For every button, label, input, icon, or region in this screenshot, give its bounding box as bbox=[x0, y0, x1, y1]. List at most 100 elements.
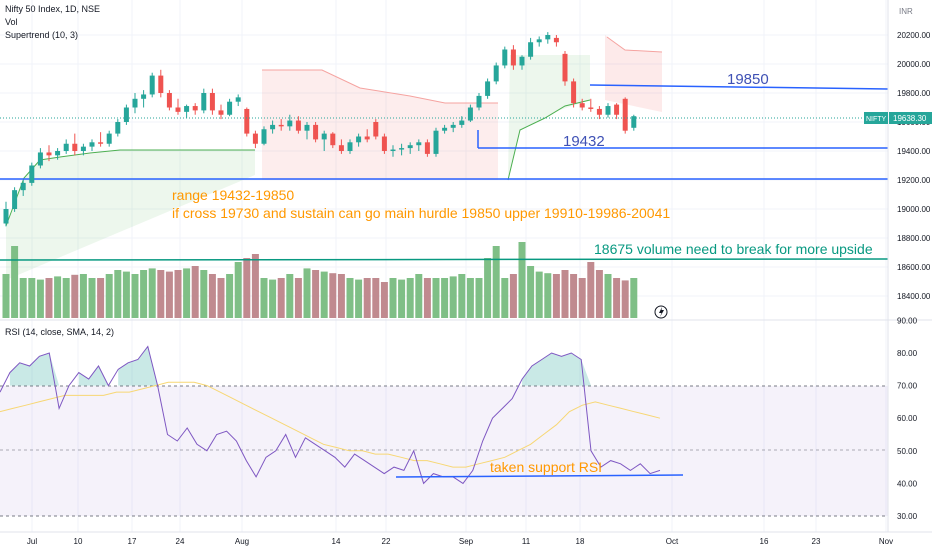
candle-body bbox=[536, 39, 542, 43]
volume-bar bbox=[415, 274, 423, 318]
candle-body bbox=[442, 127, 448, 131]
supertrend-lines bbox=[5, 36, 663, 227]
volume-bar bbox=[54, 276, 62, 318]
candle-body bbox=[295, 120, 301, 131]
candle-body bbox=[390, 149, 396, 151]
supertrend-up-fill bbox=[6, 150, 255, 280]
volume-bar bbox=[561, 270, 569, 318]
price-tick-label: 19800.00 bbox=[897, 89, 931, 98]
price-tick-label: 18600.00 bbox=[897, 263, 931, 272]
candle-body bbox=[132, 98, 138, 108]
candle-body bbox=[235, 97, 241, 102]
volume-bar bbox=[312, 270, 320, 318]
annotation-19850[interactable]: 19850 bbox=[727, 71, 769, 88]
volume-bar bbox=[346, 278, 354, 318]
annotation-volume[interactable]: 18675 volume need to break for more upsi… bbox=[594, 241, 873, 257]
supertrend-up-line bbox=[5, 149, 255, 227]
volume-bar bbox=[36, 279, 44, 318]
candle-body bbox=[459, 120, 465, 125]
volume-bar bbox=[595, 270, 603, 318]
volume-bars bbox=[2, 242, 638, 318]
volume-bar bbox=[484, 258, 492, 318]
candle-body bbox=[631, 116, 637, 128]
price-tick-label: 19000.00 bbox=[897, 205, 931, 214]
volume-bar bbox=[389, 278, 397, 318]
candle-body bbox=[201, 93, 207, 111]
time-axis[interactable]: Jul 10 17 24 Aug 14 22 Sep 11 18 Oct 16 23 Nov bbox=[27, 537, 893, 546]
candle-body bbox=[596, 108, 602, 115]
header-rsi[interactable]: RSI (14, close, SMA, 14, 2) bbox=[5, 327, 115, 337]
price-tag-value: 19638.30 bbox=[893, 114, 927, 123]
candle-body bbox=[424, 142, 430, 154]
candle-body bbox=[37, 152, 43, 166]
volume-bar bbox=[234, 262, 242, 318]
candle-body bbox=[175, 107, 181, 112]
volume-bar bbox=[604, 274, 612, 318]
volume-bar bbox=[570, 274, 578, 318]
volume-bar bbox=[329, 273, 337, 318]
rsi-tick-label: 30.00 bbox=[897, 512, 918, 521]
annotation-rsi-support[interactable]: taken support RSI bbox=[490, 459, 602, 475]
volume-bar bbox=[174, 270, 182, 318]
volume-bar bbox=[449, 276, 457, 318]
annotation-hurdle[interactable]: if cross 19730 and sustain can go main h… bbox=[172, 205, 670, 221]
volume-bar bbox=[200, 270, 208, 318]
time-tick-label: Aug bbox=[235, 537, 249, 546]
candle-body bbox=[562, 53, 568, 82]
candle-body bbox=[123, 107, 129, 122]
grid bbox=[0, 0, 888, 532]
time-tick-label: Sep bbox=[459, 537, 474, 546]
candle-body bbox=[63, 143, 69, 151]
rsi-tick-label: 50.00 bbox=[897, 447, 918, 456]
volume-bar bbox=[131, 274, 139, 318]
rsi-pane[interactable] bbox=[0, 345, 888, 517]
header-symbol[interactable]: Nifty 50 Index, 1D, NSE bbox=[5, 4, 101, 14]
volume-bar bbox=[62, 278, 70, 318]
volume-bar bbox=[527, 266, 535, 318]
rsi-band bbox=[0, 386, 888, 516]
volume-bar bbox=[217, 278, 225, 318]
candle-body bbox=[192, 106, 198, 111]
annotation-range[interactable]: range 19432-19850 bbox=[172, 187, 294, 203]
price-axis[interactable]: 20200.0020000.0019800.0019600.0019400.00… bbox=[897, 31, 931, 301]
candle-body bbox=[381, 136, 387, 151]
volume-bar bbox=[509, 274, 517, 318]
candle-body bbox=[304, 124, 310, 131]
time-tick-label: 11 bbox=[522, 537, 531, 546]
volume-bar bbox=[79, 274, 87, 318]
header-supertrend[interactable]: Supertrend (10, 3) bbox=[5, 30, 79, 40]
candle-body bbox=[72, 143, 78, 151]
candle-body bbox=[227, 101, 233, 115]
volume-bar bbox=[97, 278, 105, 318]
price-pane[interactable] bbox=[0, 32, 889, 318]
header-vol[interactable]: Vol bbox=[5, 17, 18, 27]
price-tick-label: 19400.00 bbox=[897, 147, 931, 156]
annotation-19432[interactable]: 19432 bbox=[563, 133, 605, 150]
volume-bar bbox=[251, 254, 259, 318]
volume-bar bbox=[475, 278, 483, 318]
volume-bar bbox=[157, 270, 165, 318]
volume-bar bbox=[630, 278, 638, 318]
price-tick-label: 18800.00 bbox=[897, 234, 931, 243]
volume-bar bbox=[621, 280, 629, 318]
candle-body bbox=[149, 75, 155, 95]
time-tick-label: 23 bbox=[812, 537, 821, 546]
volume-bar bbox=[140, 270, 148, 318]
volume-bar bbox=[355, 279, 363, 318]
candle-body bbox=[519, 56, 525, 66]
rsi-axis[interactable]: 90.00 80.00 70.00 60.00 50.00 40.00 30.00 bbox=[897, 316, 918, 521]
lightning-glyph bbox=[659, 307, 664, 317]
currency-label: INR bbox=[899, 7, 913, 16]
volume-bar bbox=[320, 271, 328, 318]
time-tick-label: Jul bbox=[27, 537, 37, 546]
candle-body bbox=[450, 124, 456, 128]
candle-body bbox=[313, 124, 319, 140]
time-tick-label: 24 bbox=[176, 537, 185, 546]
volume-bar bbox=[578, 278, 586, 318]
candle-body bbox=[407, 145, 413, 149]
supertrend-down-line bbox=[262, 69, 498, 104]
volume-bar bbox=[535, 271, 543, 318]
volume-bar bbox=[363, 278, 371, 318]
time-tick-label: 22 bbox=[382, 537, 391, 546]
